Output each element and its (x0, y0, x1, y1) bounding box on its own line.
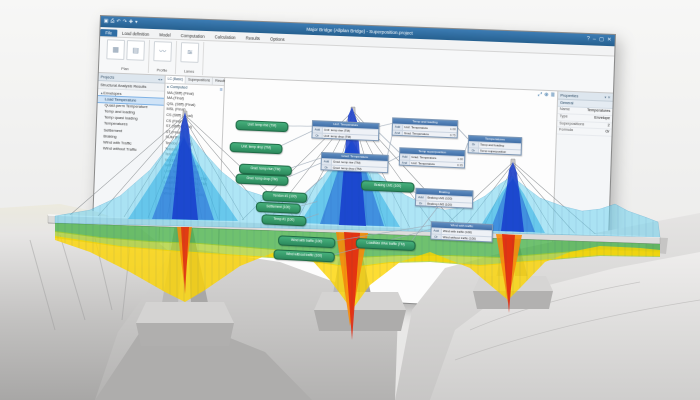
cliff-streaks (29, 234, 131, 331)
foundation-front (314, 310, 406, 331)
foundation-front (473, 291, 553, 309)
envelope-red-spike (181, 227, 189, 294)
envelope-dark-blue-spike (172, 112, 198, 220)
terrain-right-bank (430, 252, 700, 400)
terrain-canyon-floor (95, 330, 312, 400)
foundation-top (136, 302, 234, 323)
envelope-dark-blue-spike (501, 162, 524, 232)
foundation-front (136, 323, 234, 346)
envelope-red-spike (502, 234, 515, 313)
foundation-top (314, 292, 406, 310)
